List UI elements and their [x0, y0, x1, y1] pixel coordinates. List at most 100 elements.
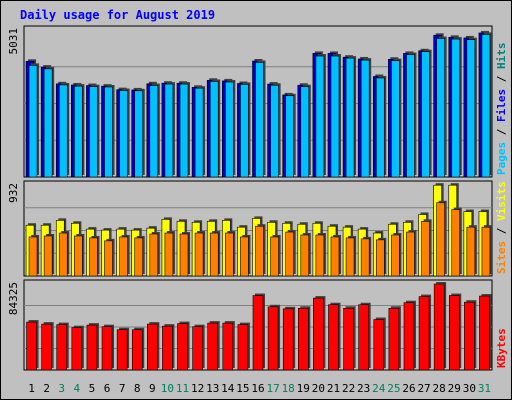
x-tick-label-12: 12: [191, 382, 204, 395]
bar-files-1: [28, 65, 38, 178]
bar-kbytes-22: [343, 307, 354, 371]
bar-files-13: [209, 81, 219, 178]
bar-files-18: [285, 95, 294, 178]
bar-kbytes-26: [403, 302, 415, 371]
bar-kbytes-13: [207, 322, 219, 371]
bar-files-23: [360, 59, 370, 178]
label-part-files: Files: [495, 89, 508, 122]
bar-sites-13: [209, 232, 219, 277]
panel-series-label-visits-sites: Sites / Visits: [495, 181, 508, 274]
bar-files-17: [270, 84, 279, 178]
bar-files-24: [375, 77, 385, 178]
bar-kbytes-12: [192, 326, 203, 371]
panel-visits-sites: 932 Sites / Visits: [7, 180, 508, 277]
bar-files-15: [240, 84, 249, 178]
bar-kbytes-2: [41, 323, 52, 371]
bar-sites-21: [330, 236, 340, 277]
label-part-pages: Pages: [495, 142, 508, 175]
bar-kbytes-8: [131, 329, 143, 371]
x-tick-label-1: 1: [28, 382, 35, 395]
bar-kbytes-21: [328, 304, 339, 371]
x-tick-label-11: 11: [176, 382, 189, 395]
x-tick-label-14: 14: [221, 382, 235, 395]
panel-series-label-kbytes: KBytes: [495, 328, 508, 368]
x-tick-label-16: 16: [251, 382, 264, 395]
bar-kbytes-15: [237, 324, 249, 371]
bar-sites-3: [58, 232, 68, 277]
bar-kbytes-28: [433, 283, 445, 371]
bar-files-11: [179, 83, 189, 178]
bar-files-28: [436, 38, 445, 178]
bar-sites-15: [240, 236, 249, 277]
bar-files-29: [451, 38, 461, 178]
bar-files-8: [134, 90, 144, 178]
bar-sites-10: [164, 232, 174, 277]
x-tick-label-7: 7: [119, 382, 126, 395]
bar-sites-25: [391, 234, 400, 277]
bar-files-21: [330, 55, 340, 178]
bar-sites-1: [28, 236, 38, 277]
bar-files-27: [421, 51, 430, 178]
panel-kbytes: 84325 KBytes: [7, 279, 508, 371]
bar-sites-18: [285, 231, 294, 277]
x-tick-label-6: 6: [104, 382, 111, 395]
x-tick-label-25: 25: [387, 382, 400, 395]
bar-kbytes-6: [101, 326, 113, 371]
x-tick-label-18: 18: [282, 382, 295, 395]
x-tick-label-13: 13: [206, 382, 219, 395]
x-tick-label-27: 27: [417, 382, 430, 395]
label-separator: /: [495, 69, 508, 89]
bar-sites-12: [194, 232, 204, 277]
bar-kbytes-1: [26, 321, 37, 371]
bar-kbytes-10: [162, 325, 173, 371]
bar-files-16: [255, 62, 264, 178]
bar-sites-29: [451, 209, 461, 277]
x-tick-label-30: 30: [463, 382, 476, 395]
bar-sites-7: [119, 236, 128, 277]
bar-kbytes-9: [147, 323, 158, 371]
x-tick-label-9: 9: [149, 382, 156, 395]
x-tick-labels: 1 2 3 4 5 6 7 8 9 10 11 12 13 14 15 16 17 18 19 20 21 22 23 24 2…: [28, 382, 491, 395]
bar-sites-23: [360, 238, 370, 277]
bar-sites-26: [406, 231, 415, 277]
label-separator: /: [495, 221, 508, 241]
bar-kbytes-4: [71, 327, 83, 371]
bar-sites-17: [270, 236, 279, 277]
bar-files-31: [481, 34, 491, 178]
x-tick-label-23: 23: [357, 382, 370, 395]
bar-kbytes-24: [373, 319, 385, 371]
bar-kbytes-23: [358, 304, 369, 371]
bar-kbytes-27: [418, 296, 430, 371]
x-tick-label-26: 26: [402, 382, 415, 395]
bar-sites-22: [345, 237, 355, 277]
bar-sites-27: [421, 221, 430, 277]
bar-sites-11: [179, 233, 189, 277]
bar-sites-20: [315, 234, 325, 277]
bar-kbytes-7: [116, 329, 128, 371]
bar-kbytes-25: [388, 307, 400, 371]
x-tick-label-4: 4: [74, 382, 81, 395]
x-tick-label-20: 20: [312, 382, 325, 395]
bar-files-25: [391, 60, 400, 178]
bar-files-2: [43, 68, 53, 178]
bar-kbytes-14: [222, 322, 234, 371]
bar-kbytes-3: [56, 324, 68, 371]
bar-files-20: [315, 55, 325, 178]
x-tick-label-2: 2: [43, 382, 50, 395]
bar-files-19: [300, 86, 310, 178]
bar-sites-14: [225, 232, 234, 277]
panel-max-label-visits-sites: 932: [7, 183, 20, 203]
bar-sites-5: [89, 237, 98, 277]
bar-kbytes-17: [267, 306, 279, 371]
bar-files-7: [119, 90, 128, 178]
x-tick-label-8: 8: [134, 382, 141, 395]
bar-kbytes-18: [282, 308, 294, 371]
bar-files-30: [466, 39, 476, 178]
bar-sites-24: [375, 239, 385, 277]
bar-sites-8: [134, 237, 144, 277]
bar-kbytes-20: [313, 297, 324, 371]
x-tick-label-3: 3: [58, 382, 65, 395]
x-tick-label-15: 15: [236, 382, 249, 395]
bar-files-12: [194, 87, 204, 178]
